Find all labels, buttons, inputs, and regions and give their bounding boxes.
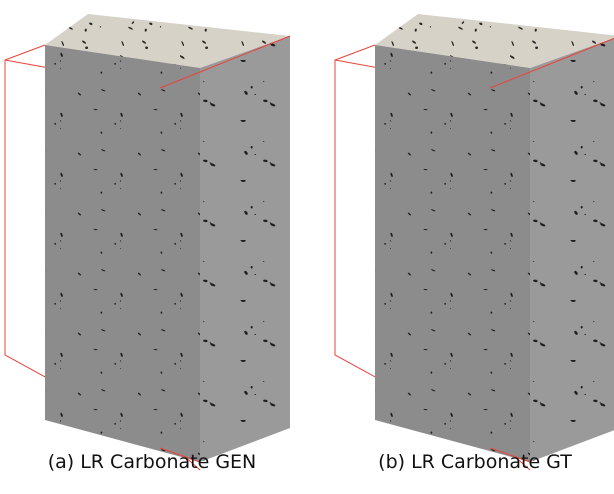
page: {"figures": [{"caption": "(a) LR Carbona…	[0, 0, 614, 494]
side-face	[200, 36, 290, 462]
caption: (b) LR Carbonate GT	[378, 451, 572, 473]
front-face	[45, 45, 200, 462]
caption: (a) LR Carbonate GEN	[48, 451, 257, 473]
front-face	[375, 45, 530, 462]
rock-volume	[5, 14, 290, 470]
figure: (a) LR Carbonate GEN (b) LR Carbonate GT	[0, 0, 614, 494]
rock-volume	[335, 14, 614, 470]
side-face	[530, 36, 614, 462]
